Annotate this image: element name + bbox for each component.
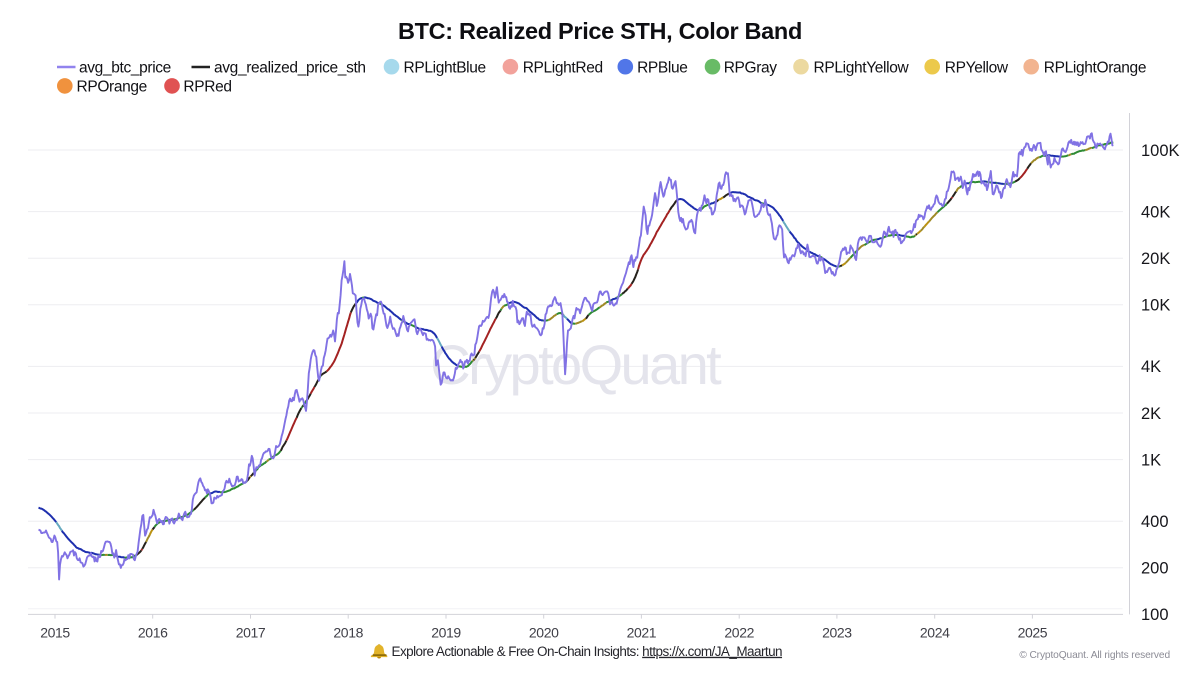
svg-text:2016: 2016 [138,625,168,641]
svg-text:4K: 4K [1141,358,1161,376]
svg-text:RPBlue: RPBlue [637,59,687,76]
svg-text:RPLightRed: RPLightRed [523,59,603,76]
svg-text:400: 400 [1141,513,1169,531]
svg-text:20K: 20K [1141,250,1170,268]
svg-text:2022: 2022 [724,625,754,641]
svg-text:© CryptoQuant. All rights rese: © CryptoQuant. All rights reserved [1019,650,1170,661]
svg-text:Explore Actionable & Free On-C: Explore Actionable & Free On-Chain Insig… [392,644,783,659]
svg-text:2019: 2019 [431,625,461,641]
svg-text:RPLightYellow: RPLightYellow [814,59,910,76]
svg-text:RPRed: RPRed [183,79,231,96]
svg-text:100: 100 [1141,606,1169,624]
svg-text:avg_btc_price: avg_btc_price [79,59,171,76]
svg-text:RPYellow: RPYellow [945,59,1009,76]
svg-text:CryptoQuant: CryptoQuant [430,333,722,396]
svg-text:RPLightBlue: RPLightBlue [404,59,486,76]
svg-text:2017: 2017 [236,625,266,641]
svg-text:RPLightOrange: RPLightOrange [1044,59,1146,76]
svg-text:200: 200 [1141,560,1169,578]
svg-text:2023: 2023 [822,625,852,641]
svg-text:100K: 100K [1141,142,1180,160]
svg-text:2018: 2018 [333,625,363,641]
svg-text:1K: 1K [1141,451,1161,469]
svg-text:2015: 2015 [40,625,70,641]
svg-text:2K: 2K [1141,405,1161,423]
svg-text:avg_realized_price_sth: avg_realized_price_sth [214,59,366,76]
svg-text:RPGray: RPGray [724,59,778,76]
svg-text:RPOrange: RPOrange [77,79,147,96]
svg-text:2021: 2021 [627,625,657,641]
svg-text:2025: 2025 [1018,625,1048,641]
svg-text:10K: 10K [1141,297,1170,315]
svg-text:40K: 40K [1141,203,1170,221]
svg-text:BTC: Realized Price STH, Color: BTC: Realized Price STH, Color Band [398,18,802,44]
svg-text:2024: 2024 [920,625,950,641]
svg-text:2020: 2020 [529,625,559,641]
